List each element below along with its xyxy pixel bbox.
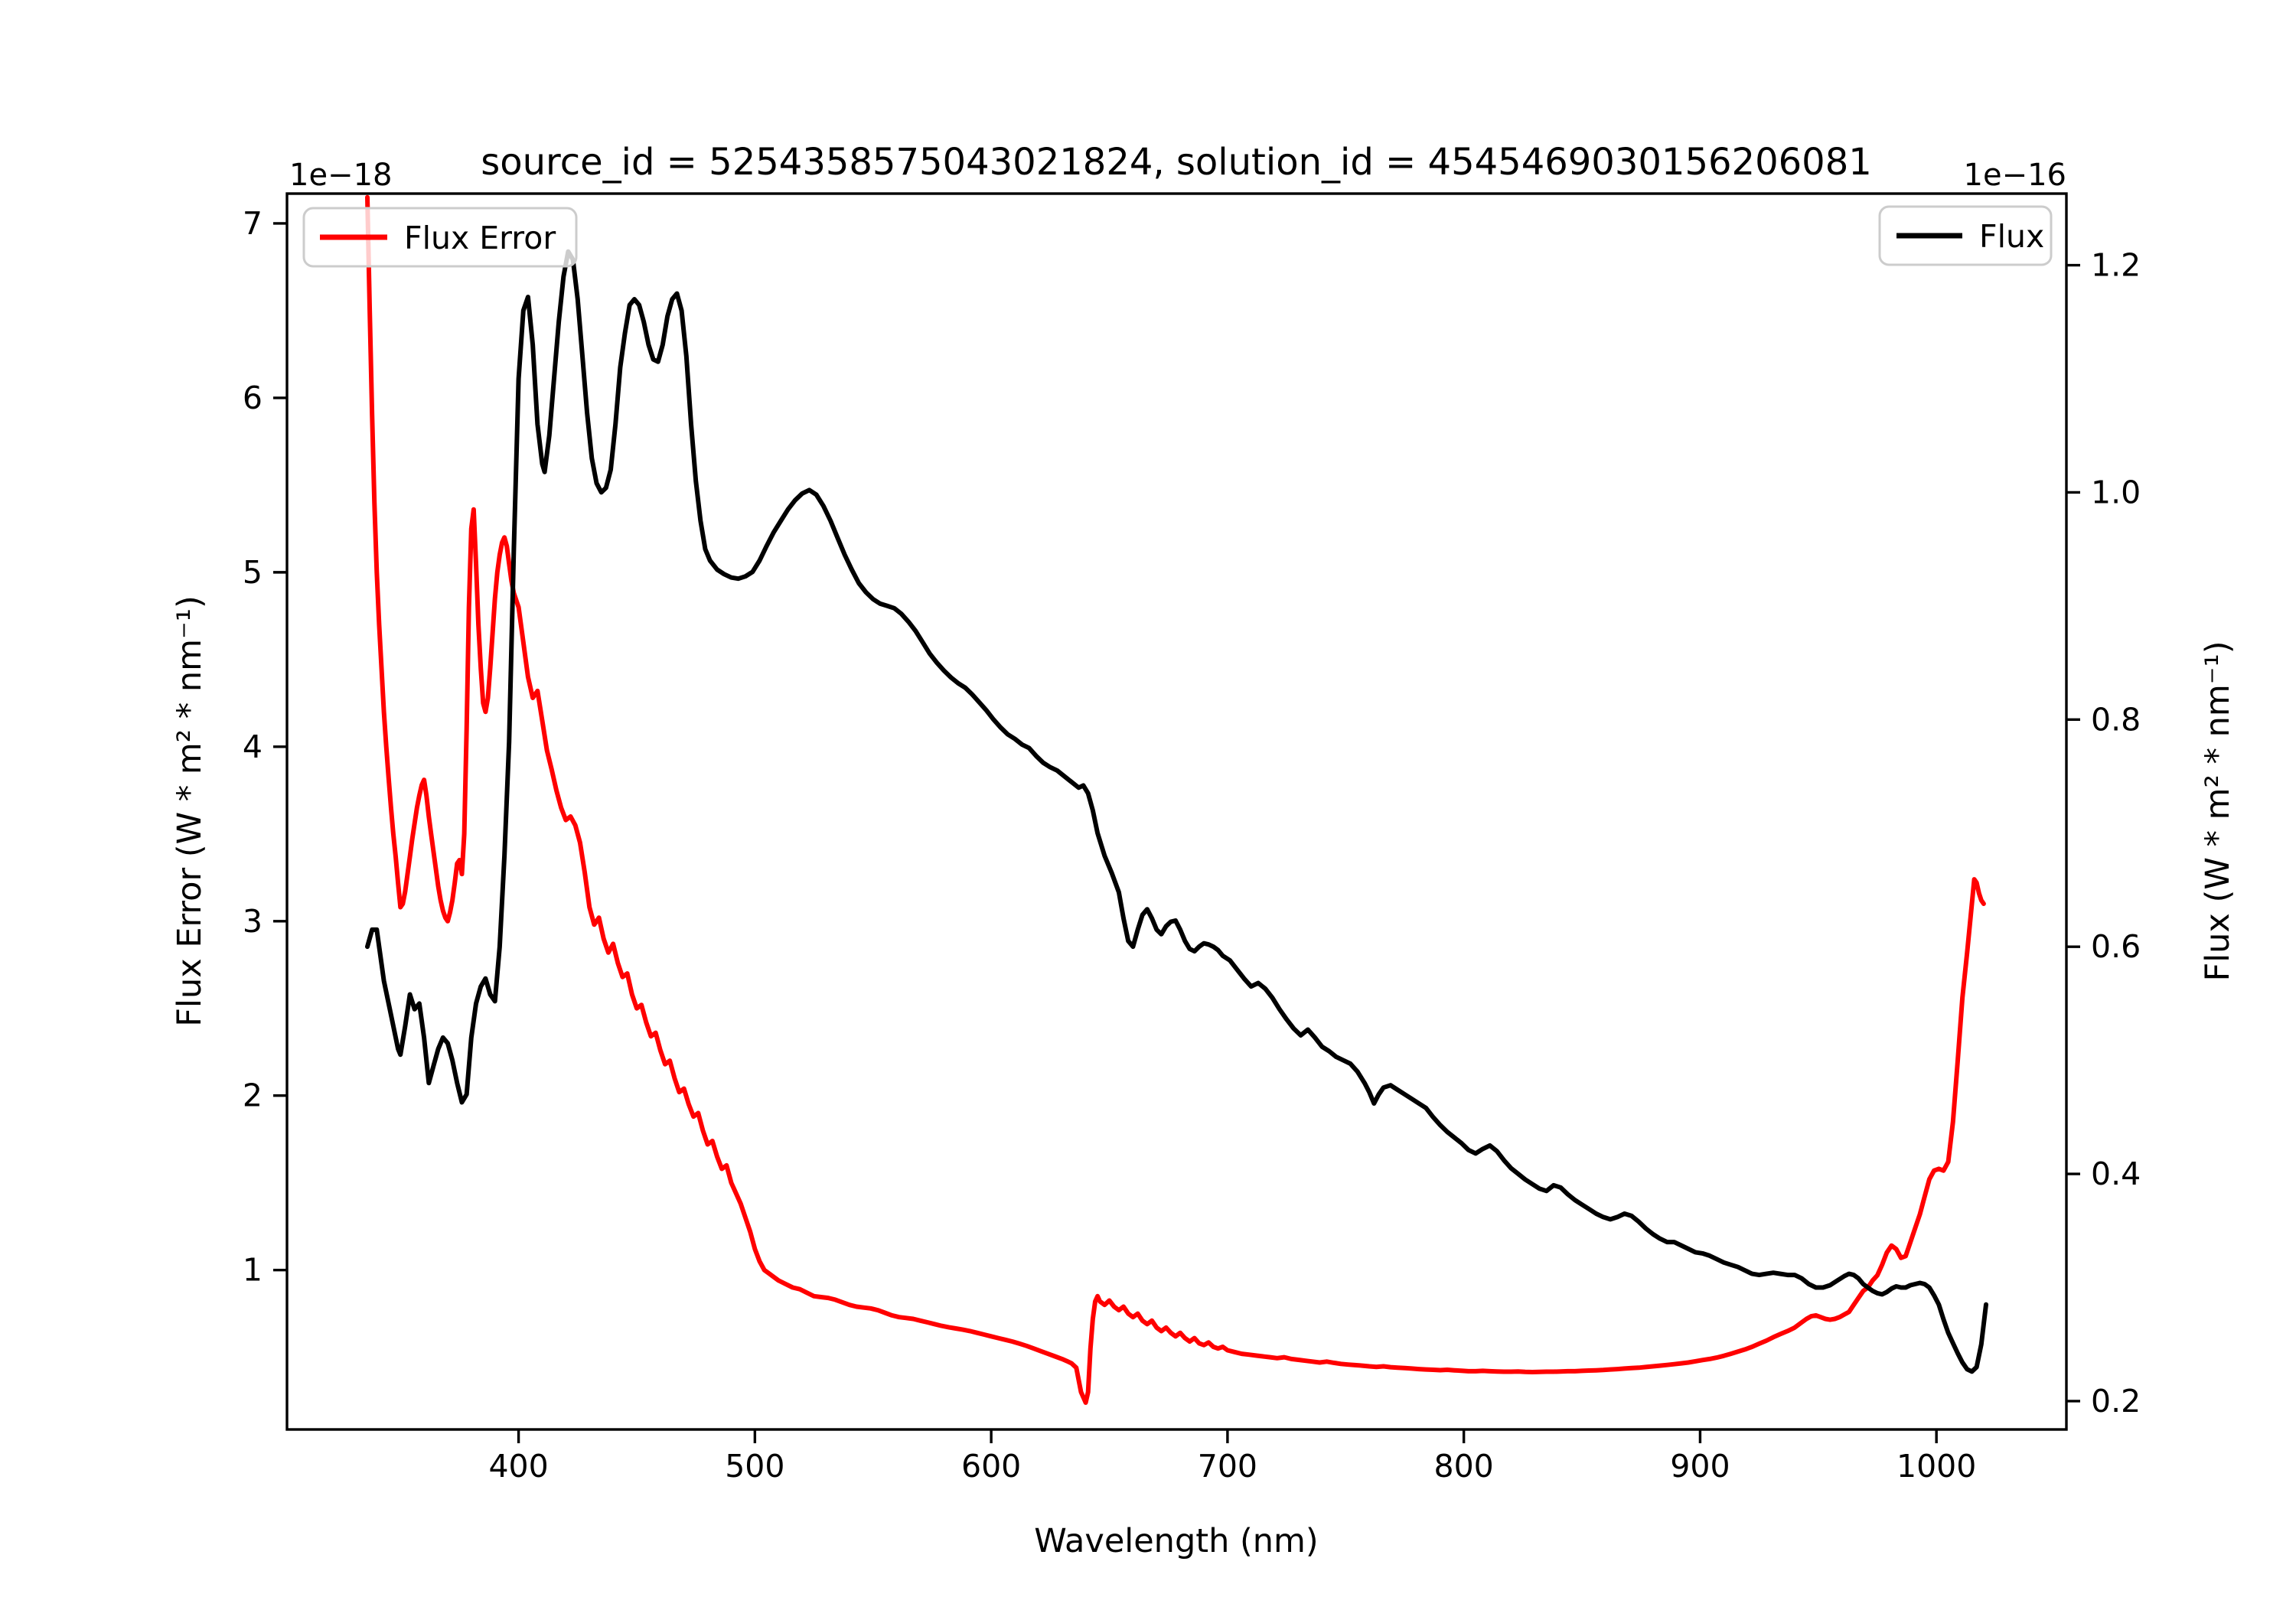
legend-flux-error-box bbox=[302, 207, 578, 268]
series-layer bbox=[365, 194, 1988, 1405]
left-y-tick-label: 1 bbox=[243, 1252, 263, 1289]
legend-flux: Flux bbox=[1878, 205, 2053, 266]
right-axis-offset-label: 1e−16 bbox=[1964, 158, 2066, 193]
x-tick-label: 400 bbox=[488, 1448, 548, 1485]
right-y-tick-label: 0.4 bbox=[2091, 1156, 2141, 1192]
plot-title: source_id = 5254358575043021824, solutio… bbox=[481, 141, 1872, 184]
right-axis-label: Flux (W * m² * nm⁻¹) bbox=[2199, 641, 2237, 982]
x-tick-label: 700 bbox=[1198, 1448, 1257, 1485]
left-axis-offset-label: 1e−18 bbox=[289, 158, 392, 193]
legend-flux-error: Flux Error bbox=[302, 207, 578, 268]
right-y-tick-label: 1.2 bbox=[2091, 247, 2141, 284]
left-y-tick-label: 6 bbox=[243, 380, 263, 416]
x-tick-label: 1000 bbox=[1896, 1448, 1976, 1485]
x-tick-label: 800 bbox=[1434, 1448, 1494, 1485]
ticks-layer: 400 500 600 700 800 900 1000 1 2 3 4 5 6 7 0.2 0.4 0.6 0.… bbox=[243, 205, 2141, 1485]
legend-flux-error-label: Flux Error bbox=[404, 220, 556, 256]
legend-flux-label: Flux bbox=[1979, 218, 2044, 255]
flux-series-line bbox=[365, 249, 1988, 1374]
x-axis-label: Wavelength (nm) bbox=[1034, 1522, 1318, 1560]
legend-flux-box bbox=[1878, 205, 2053, 266]
right-y-tick-label: 0.6 bbox=[2091, 928, 2141, 965]
x-tick-label: 500 bbox=[725, 1448, 784, 1485]
left-y-tick-label: 3 bbox=[243, 903, 263, 940]
right-y-tick-label: 1.0 bbox=[2091, 474, 2141, 510]
right-y-tick-label: 0.2 bbox=[2091, 1383, 2141, 1420]
plot-area-frame bbox=[285, 192, 2068, 1431]
left-axis-label: Flux Error (W * m² * nm⁻¹) bbox=[171, 595, 209, 1026]
right-y-tick-label: 0.8 bbox=[2091, 701, 2141, 738]
flux-error-series-line bbox=[365, 194, 1986, 1405]
left-y-tick-label: 2 bbox=[243, 1077, 263, 1114]
left-y-tick-label: 4 bbox=[243, 729, 263, 765]
x-tick-label: 600 bbox=[961, 1448, 1021, 1485]
left-y-tick-label: 7 bbox=[243, 205, 263, 242]
left-y-tick-label: 5 bbox=[243, 554, 263, 591]
x-tick-label: 900 bbox=[1670, 1448, 1730, 1485]
